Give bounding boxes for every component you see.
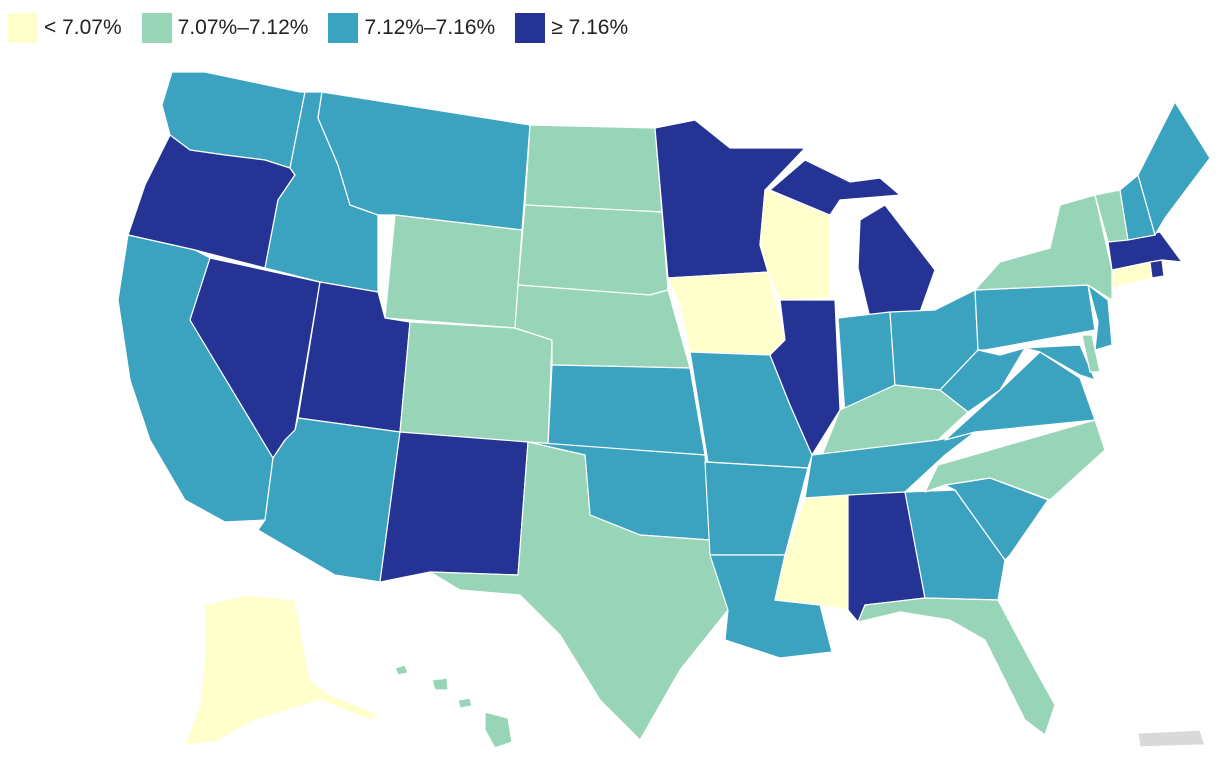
legend-item-lt-707[interactable]: < 7.07% [8,13,122,43]
legend-item-707-712[interactable]: 7.07%–7.12% [141,13,309,43]
state-rhode-island[interactable] [1149,259,1165,279]
state-maine[interactable] [1137,101,1211,236]
state-south-dakota[interactable] [517,204,669,296]
legend-label-712-716: 7.12%–7.16% [364,16,496,39]
legend-swatch-ge-716 [515,13,546,43]
legend-label-707-712: 7.07%–7.12% [177,16,309,39]
state-florida[interactable] [857,597,1056,736]
state-wyoming[interactable] [384,214,523,329]
state-new-mexico[interactable] [379,431,529,583]
state-pennsylvania[interactable] [974,284,1096,351]
state-alaska[interactable] [184,594,381,746]
state-illinois[interactable] [769,299,841,456]
state-puerto-rico[interactable] [1137,729,1206,748]
legend-item-ge-716[interactable]: ≥ 7.16% [515,13,628,43]
state-georgia[interactable] [904,489,1006,601]
state-michigan-upper[interactable] [769,159,901,216]
state-massachusetts[interactable] [1107,231,1183,271]
state-delaware[interactable] [1081,334,1101,373]
state-new-york[interactable] [974,194,1113,301]
state-iowa[interactable] [667,271,786,356]
state-hawaii-1[interactable] [394,664,409,676]
legend-item-712-716[interactable]: 7.12%–7.16% [328,13,495,43]
legend-swatch-712-716 [328,13,359,43]
state-hawaii-2[interactable] [431,677,449,691]
state-michigan-lower[interactable] [857,204,936,319]
state-maryland[interactable] [984,344,1096,381]
legend-swatch-lt-707 [8,13,38,43]
state-hawaii-3[interactable] [457,697,473,709]
legend-label-ge-716: ≥ 7.16% [551,16,629,39]
state-colorado[interactable] [399,321,553,446]
state-california[interactable] [117,234,274,523]
legend-swatch-707-712 [141,13,172,43]
legend: < 7.07% 7.07%–7.12% 7.12%–7.16% ≥ 7.16% [8,12,648,44]
legend-label-lt-707: < 7.07% [44,16,122,39]
state-north-carolina[interactable] [924,419,1106,501]
state-new-jersey[interactable] [1087,284,1113,351]
state-texas[interactable] [429,441,729,741]
state-north-dakota[interactable] [524,124,663,213]
state-hawaii-4[interactable] [484,711,513,749]
state-kansas[interactable] [547,364,706,456]
